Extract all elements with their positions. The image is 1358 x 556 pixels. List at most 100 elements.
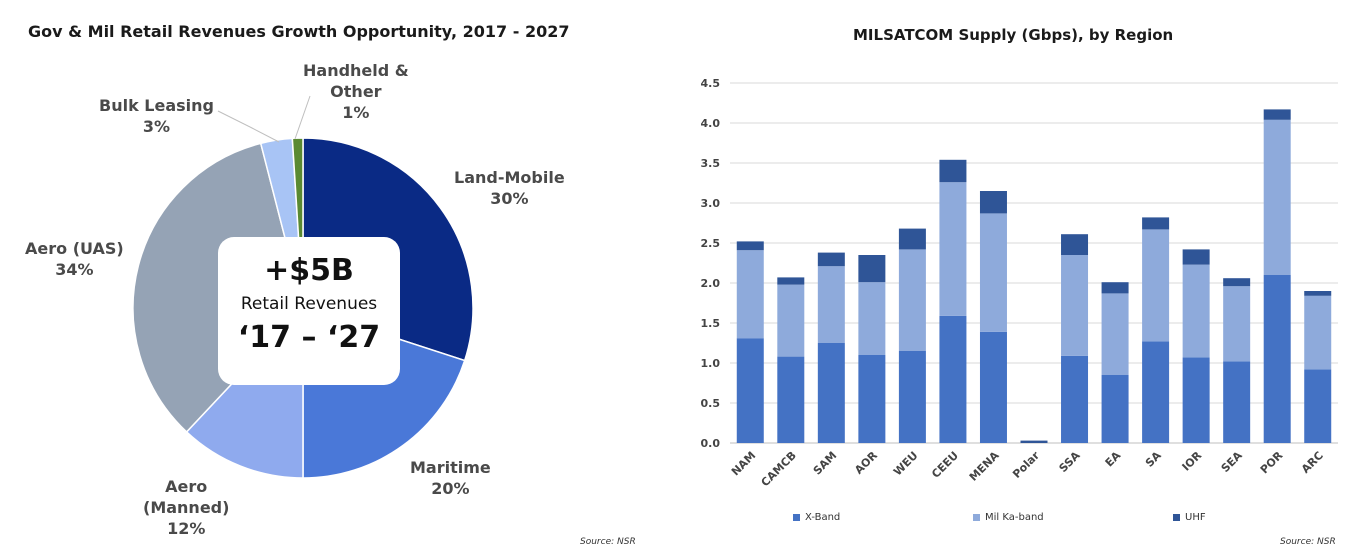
bar-camcb-x-band [777, 356, 805, 443]
bar-polar-uhf [1020, 440, 1048, 443]
x-tick-label: POR [1258, 449, 1286, 477]
bar-ceeu-mil-ka-band [939, 182, 967, 316]
center-callout-amount: +$5B [264, 253, 354, 288]
bar-ssa-mil-ka-band [1061, 255, 1089, 356]
x-tick-label: SAM [811, 449, 840, 478]
x-tick-label: ARC [1299, 449, 1326, 476]
bar-aor-mil-ka-band [858, 282, 886, 355]
label-aero-uas: Aero (UAS) 34% [25, 238, 124, 280]
x-tick-label: AOR [852, 449, 880, 477]
bar-arc-mil-ka-band [1304, 295, 1332, 370]
bar-ior-x-band [1182, 357, 1210, 443]
y-tick-label: 3.0 [701, 197, 721, 210]
label-land-mobile: Land-Mobile 30% [454, 167, 565, 209]
legend-label-uhf: UHF [1185, 512, 1206, 523]
bar-ior-uhf [1182, 249, 1210, 265]
label-handheld-line2: Other [330, 82, 382, 101]
bar-ea-x-band [1101, 375, 1129, 443]
bar-sa-x-band [1142, 341, 1170, 443]
stacked-bar-chart: 0.0 0.5 1.0 1.5 2.0 2.5 3.0 3.5 4.0 4.5 NAM CAMCB S… [701, 77, 1338, 489]
bar-ssa-uhf [1061, 234, 1089, 255]
bar-ceeu-x-band [939, 315, 967, 443]
bar-ior-mil-ka-band [1182, 264, 1210, 358]
bar-camcb-mil-ka-band [777, 284, 805, 357]
pie-chart-panel: Gov & Mil Retail Revenues Growth Opportu… [25, 22, 636, 547]
bar-nam-x-band [736, 338, 764, 443]
bar-arc-uhf [1304, 291, 1332, 296]
leader-line-handheld-other [294, 95, 311, 140]
legend-swatch-uhf [1173, 514, 1180, 521]
bar-weu-x-band [898, 351, 926, 443]
label-aero-manned-line1: Aero [165, 477, 208, 496]
legend-swatch-mil-ka-band [973, 514, 980, 521]
bar-sea-x-band [1223, 361, 1251, 443]
bar-chart-panel: MILSATCOM Supply (Gbps), by Region 0.0 0.… [680, 0, 1358, 556]
y-tick-label: 2.0 [701, 277, 721, 290]
bar-ssa-x-band [1061, 355, 1089, 443]
label-aero-uas-pct: 34% [55, 260, 94, 279]
bar-weu-mil-ka-band [898, 249, 926, 351]
y-tick-label: 1.0 [701, 357, 721, 370]
legend-swatch-x-band [793, 514, 800, 521]
leader-line-bulk-leasing [217, 110, 280, 143]
bar-sa-uhf [1142, 217, 1170, 230]
y-tick-label: 4.0 [701, 117, 721, 130]
label-bulk-leasing-name: Bulk Leasing [99, 96, 214, 115]
pie-source-note: Source: NSR [580, 537, 636, 547]
label-aero-manned-pct: 12% [167, 519, 206, 538]
label-maritime-pct: 20% [431, 479, 470, 498]
bar-sam-x-band [817, 343, 845, 443]
legend-item-x-band: X-Band [793, 512, 840, 523]
bar-mena-mil-ka-band [979, 213, 1007, 332]
x-tick-label: SSA [1057, 449, 1083, 475]
label-maritime: Maritime 20% [410, 457, 491, 499]
bar-sa-mil-ka-band [1142, 229, 1170, 342]
label-aero-manned: Aero (Manned) 12% [143, 476, 229, 539]
x-tick-label: CEEU [929, 449, 961, 481]
bar-nam-mil-ka-band [736, 250, 764, 339]
legend-item-mil-ka-band: Mil Ka-band [973, 512, 1044, 523]
pie-center-callout: +$5B Retail Revenues ‘17 – ‘27 [218, 237, 400, 385]
bar-arc-x-band [1304, 369, 1332, 443]
label-bulk-leasing: Bulk Leasing 3% [99, 95, 214, 137]
y-tick-label: 1.5 [701, 317, 721, 330]
label-handheld-other: Handheld & Other 1% [303, 60, 409, 123]
bar-por-mil-ka-band [1263, 119, 1291, 275]
x-tick-label: CAMCB [759, 449, 799, 489]
x-tick-label: WEU [891, 449, 920, 478]
x-tick-label: MENA [967, 449, 1002, 484]
y-tick-label: 3.5 [701, 157, 721, 170]
bar-sam-mil-ka-band [817, 266, 845, 343]
bar-mena-x-band [979, 331, 1007, 443]
y-tick-label: 2.5 [701, 237, 721, 250]
x-tick-label: SEA [1219, 449, 1245, 475]
bar-sea-uhf [1223, 278, 1251, 287]
bar-por-uhf [1263, 109, 1291, 120]
bar-sam-uhf [817, 252, 845, 267]
bar-weu-uhf [898, 228, 926, 250]
bar-aor-uhf [858, 255, 886, 283]
label-aero-uas-name: Aero (UAS) [25, 239, 124, 258]
label-bulk-leasing-pct: 3% [142, 117, 171, 136]
label-aero-manned-line2: (Manned) [143, 498, 230, 517]
bar-camcb-uhf [777, 277, 805, 285]
bar-ea-mil-ka-band [1101, 293, 1129, 375]
label-land-mobile-pct: 30% [490, 189, 529, 208]
label-handheld-line1: Handheld & [303, 61, 409, 80]
bar-source-note: Source: NSR [1280, 537, 1336, 547]
bar-sea-mil-ka-band [1223, 286, 1251, 362]
bar-nam-uhf [736, 241, 764, 251]
x-tick-label: NAM [729, 449, 758, 478]
label-land-mobile-name: Land-Mobile [454, 168, 565, 187]
x-tick-label: EA [1103, 449, 1124, 470]
bar-aor-x-band [858, 355, 886, 443]
legend-label-mil-ka-band: Mil Ka-band [985, 512, 1044, 523]
y-tick-label: 0.5 [701, 397, 721, 410]
bar-ceeu-uhf [939, 159, 967, 183]
label-maritime-name: Maritime [410, 458, 491, 477]
x-tick-label: Polar [1010, 449, 1042, 481]
y-tick-label: 0.0 [701, 437, 721, 450]
y-tick-label: 4.5 [701, 77, 721, 90]
bar-chart-title: MILSATCOM Supply (Gbps), by Region [853, 26, 1174, 44]
pie-chart-title: Gov & Mil Retail Revenues Growth Opportu… [28, 22, 570, 41]
